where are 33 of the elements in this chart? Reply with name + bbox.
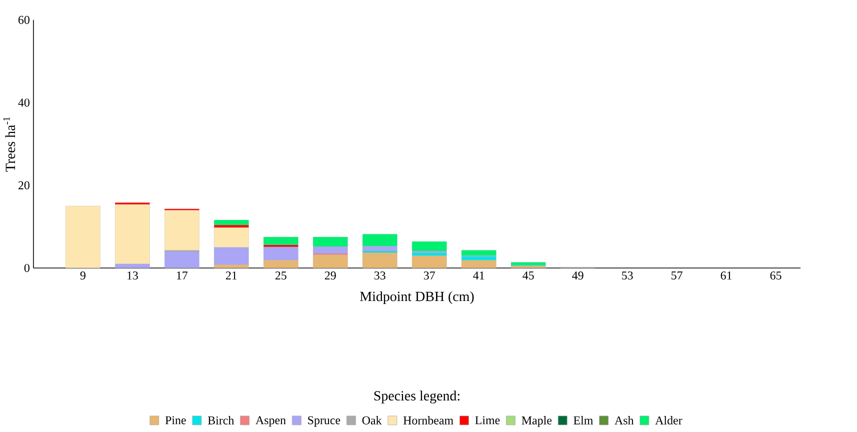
x-tick-label: 17 bbox=[176, 271, 188, 280]
x-tick-label: 25 bbox=[275, 271, 286, 280]
legend-label: Hornbeam bbox=[403, 416, 454, 424]
y-tick-label: 40 bbox=[18, 98, 30, 106]
legend-title: Species legend: bbox=[374, 390, 460, 404]
legend-label: Lime bbox=[475, 416, 500, 424]
x-tick-label: 41 bbox=[473, 271, 484, 280]
y-tick-label: 60 bbox=[18, 16, 30, 24]
x-tick-label: 57 bbox=[672, 271, 682, 280]
y-axis-title: Trees ha$^{-1}$ bbox=[3, 116, 16, 172]
legend-label: Ash bbox=[614, 416, 634, 424]
x-tick-label: 49 bbox=[572, 271, 584, 280]
x-tick-label: 53 bbox=[622, 271, 633, 280]
legend-label: Alder bbox=[655, 416, 682, 424]
x-tick-label: 9 bbox=[80, 271, 86, 280]
x-tick-label: 29 bbox=[324, 271, 336, 280]
x-tick-label: 65 bbox=[770, 271, 782, 280]
legend-label: Elm bbox=[574, 416, 593, 424]
x-tick-label: 21 bbox=[226, 271, 237, 280]
legend-label: Spruce bbox=[308, 416, 340, 427]
y-tick-label: 0 bbox=[24, 264, 30, 272]
y-tick-label: 20 bbox=[18, 181, 30, 190]
legend-label: Oak bbox=[362, 416, 382, 424]
x-tick-label: 37 bbox=[424, 271, 435, 280]
legend-label: Maple bbox=[522, 416, 552, 427]
x-tick-label: 61 bbox=[720, 271, 732, 280]
x-tick-label: 33 bbox=[374, 271, 386, 280]
x-tick-label: 45 bbox=[522, 271, 534, 280]
x-tick-label: 13 bbox=[127, 271, 138, 280]
legend-label: Aspen bbox=[256, 416, 286, 427]
legend-label: Pine bbox=[165, 416, 186, 424]
legend-label: Birch bbox=[208, 416, 234, 424]
x-axis-title: Midpoint DBH (cm) bbox=[360, 291, 474, 304]
